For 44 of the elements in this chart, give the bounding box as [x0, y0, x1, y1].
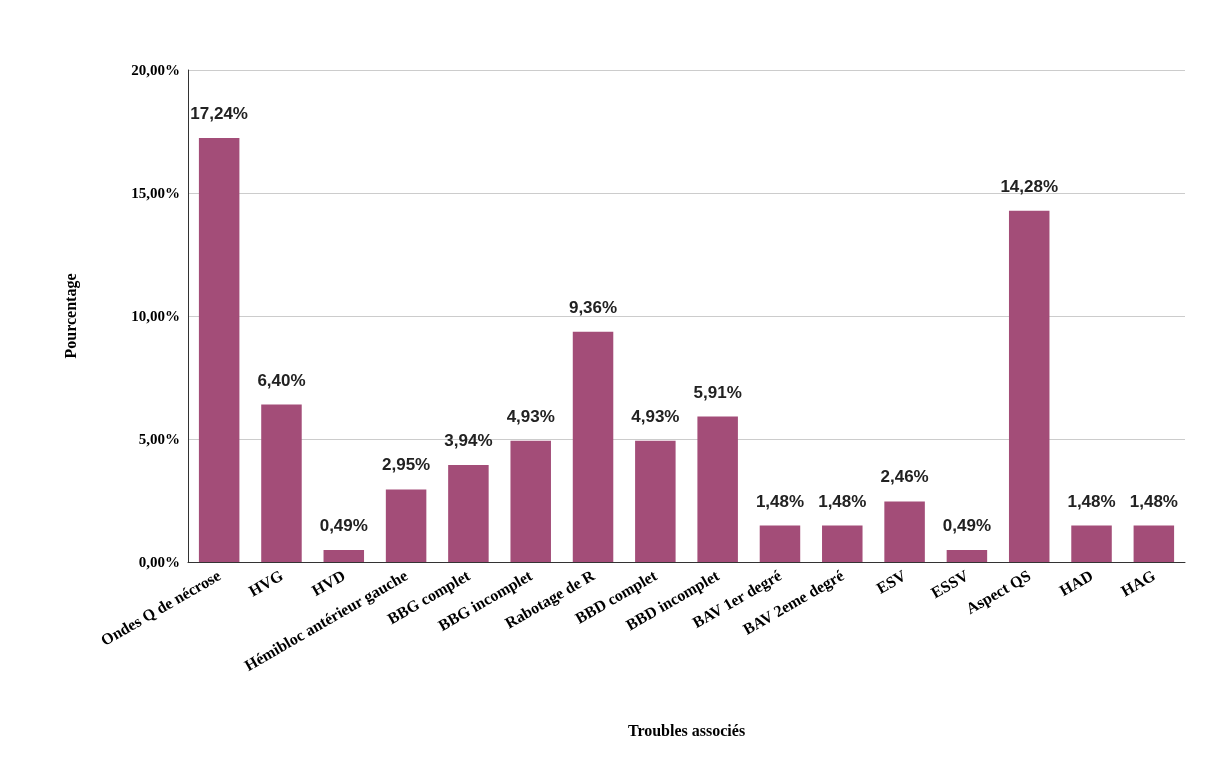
data-label: 1,48%: [818, 491, 867, 511]
data-label: 1,48%: [1129, 491, 1178, 511]
bar: [1071, 525, 1112, 562]
data-label: 3,94%: [444, 431, 493, 451]
data-label: 9,36%: [568, 297, 618, 317]
data-label: 14,28%: [1000, 176, 1059, 196]
x-tick-label: HAD: [1056, 566, 1096, 600]
bar: [385, 489, 427, 562]
bar: [697, 416, 738, 562]
data-label: 4,93%: [506, 406, 555, 426]
data-label: 6,40%: [257, 370, 306, 390]
data-label: 2,95%: [381, 455, 431, 475]
data-label: 0,49%: [319, 515, 368, 535]
x-tick-label: HAG: [1118, 566, 1159, 600]
x-tick-label: HVD: [308, 566, 349, 600]
bar: [323, 549, 365, 562]
bar: [261, 404, 302, 562]
bar: [1133, 525, 1175, 562]
x-axis-title: Troubles associés: [627, 721, 746, 739]
bar: [448, 465, 489, 562]
bar: [198, 137, 240, 562]
data-label: 1,48%: [1067, 491, 1116, 511]
data-label: 0,49%: [942, 515, 992, 535]
bar: [884, 501, 925, 562]
y-tick-label: 10,00%: [131, 308, 180, 324]
y-tick-label: 5,00%: [138, 431, 180, 447]
x-tick-label: ESV: [873, 566, 910, 597]
bar: [759, 525, 801, 562]
bar: [572, 331, 614, 562]
y-tick-label: 15,00%: [131, 185, 180, 201]
data-label: 17,24%: [190, 103, 248, 123]
data-label: 1,48%: [755, 491, 805, 511]
bar: [946, 549, 988, 562]
bar: [822, 525, 863, 562]
y-axis-title: Pourcentage: [61, 273, 80, 359]
y-tick-label: 20,00%: [131, 62, 180, 78]
bar: [1008, 210, 1050, 562]
data-label: 5,91%: [693, 382, 742, 402]
x-tick-label: HVG: [245, 566, 286, 600]
y-tick-label: 0,00%: [138, 554, 180, 570]
bar: [635, 440, 676, 562]
data-label: 2,46%: [880, 467, 929, 487]
data-label: 4,93%: [631, 406, 680, 426]
bar: [510, 440, 551, 562]
